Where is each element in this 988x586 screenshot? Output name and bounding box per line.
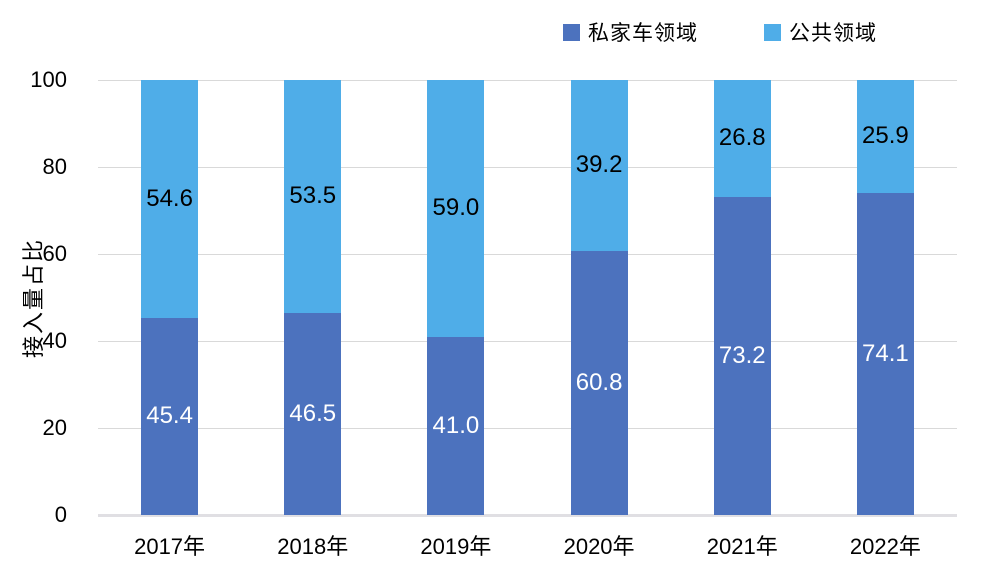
bar-value-label: 54.6	[146, 184, 193, 212]
bar-value-label: 46.5	[289, 399, 337, 427]
bar-segment-private-cars: 60.8	[570, 250, 628, 515]
x-axis-label-2019年: 2019年	[420, 534, 492, 559]
x-axis-label-2021年: 2021年	[706, 534, 778, 559]
legend-label-private-cars: 私家车领域	[588, 22, 698, 45]
bar-segment-private-cars: 73.2	[713, 196, 771, 515]
bar-value-label: 25.9	[862, 122, 909, 150]
bar-column-2022年: 74.1 25.9	[856, 80, 914, 515]
bar-column-2019年: 41.0 59.0	[427, 80, 485, 515]
legend-swatch-private-cars	[563, 23, 580, 41]
bar-value-label: 73.2	[718, 341, 766, 369]
legend-item-private-cars: 私家车领域	[563, 17, 698, 47]
bar-value-label: 45.4	[146, 402, 193, 430]
bar-segment-private-cars: 45.4	[141, 317, 199, 515]
bar-segment-public-sector: 26.8	[713, 80, 771, 197]
gridline-100	[98, 80, 957, 81]
gridline-60	[98, 254, 957, 255]
bar-segment-private-cars: 41.0	[427, 336, 485, 515]
y-tick-label-100: 100	[30, 67, 67, 92]
x-axis-label-2017年: 2017年	[134, 534, 206, 559]
bar-segment-public-sector: 25.9	[856, 80, 914, 193]
bar-value-label: 74.1	[862, 339, 909, 367]
bar-segment-public-sector: 39.2	[570, 80, 628, 251]
x-axis-line	[98, 514, 957, 517]
bar-segment-public-sector: 59.0	[427, 80, 485, 337]
y-tick-label-20: 20	[42, 415, 67, 440]
bar-column-2020年: 60.8 39.2	[570, 80, 628, 515]
gridline-80	[98, 167, 957, 168]
plot-area: 45.4 54.6 46.5 53.5 41.0 59.0 60.8 39.2 73.2 26.8…	[98, 80, 957, 517]
bar-value-label: 39.2	[575, 151, 623, 179]
bar-column-2021年: 73.2 26.8	[713, 80, 771, 515]
bar-value-label: 60.8	[575, 368, 623, 396]
bar-segment-public-sector: 54.6	[141, 80, 199, 318]
gridline-40	[98, 341, 957, 342]
y-tick-label-40: 40	[42, 328, 67, 353]
x-axis-label-2022年: 2022年	[849, 534, 921, 559]
y-tick-label-0: 0	[54, 502, 67, 527]
bar-column-2018年: 46.5 53.5	[284, 80, 342, 515]
y-tick-label-60: 60	[42, 241, 67, 266]
y-tick-label-80: 80	[42, 154, 67, 179]
legend-swatch-public-sector	[764, 23, 781, 41]
x-axis-label-2020年: 2020年	[563, 534, 635, 559]
chart-legend: 私家车领域 公共领域	[563, 17, 877, 47]
legend-label-public-sector: 公共领域	[789, 22, 877, 45]
bar-column-2017年: 45.4 54.6	[141, 80, 199, 515]
gridline-20	[98, 428, 957, 429]
legend-item-public-sector: 公共领域	[764, 17, 877, 47]
bar-segment-private-cars: 46.5	[284, 312, 342, 515]
x-axis-label-2018年: 2018年	[277, 534, 349, 559]
bar-value-label: 59.0	[432, 194, 480, 222]
bar-value-label: 41.0	[432, 411, 480, 439]
bar-segment-private-cars: 74.1	[856, 192, 914, 515]
bar-value-label: 53.5	[289, 182, 337, 210]
bar-value-label: 26.8	[718, 124, 766, 152]
bar-segment-public-sector: 53.5	[284, 80, 342, 313]
